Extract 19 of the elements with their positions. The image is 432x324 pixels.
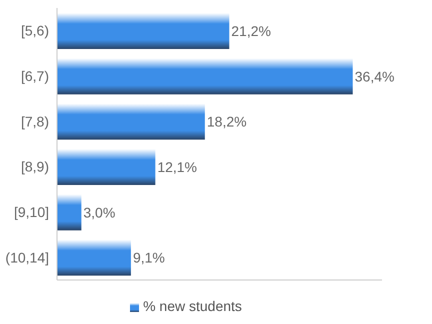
y-tick-label: [8,9) [20, 158, 49, 175]
data-label: 9,1% [132, 250, 165, 266]
bar [57, 194, 82, 230]
data-label: 36,4% [354, 68, 394, 84]
legend-label: % new students [143, 298, 242, 314]
y-tick-label: (10,14] [5, 249, 49, 266]
y-tick-label: [7,8) [20, 113, 49, 130]
bar [57, 104, 205, 140]
data-label: 18,2% [206, 114, 247, 130]
bar [57, 149, 156, 185]
data-label: 12,1% [157, 159, 198, 175]
bar [57, 240, 131, 276]
bar [57, 13, 230, 49]
y-tick-label: [6,7) [20, 68, 49, 84]
data-label: 21,2% [231, 23, 271, 39]
y-tick-label: [5,6) [20, 22, 49, 39]
bar [57, 58, 353, 94]
y-tick-label: [9,10] [14, 204, 49, 220]
data-label: 3,0% [83, 204, 116, 220]
